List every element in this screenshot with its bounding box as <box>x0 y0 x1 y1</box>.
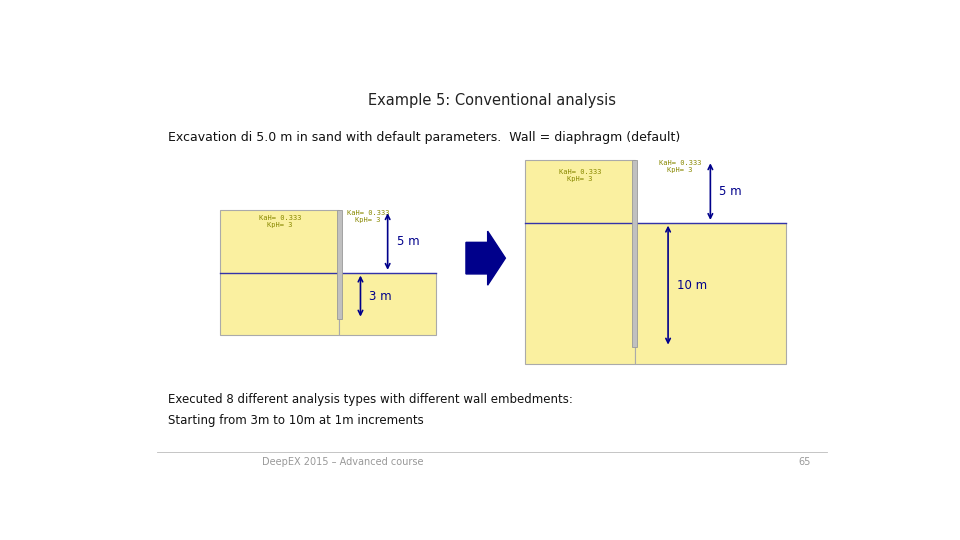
Bar <box>339 273 436 335</box>
Text: 5 m: 5 m <box>719 185 742 198</box>
Bar <box>633 160 637 347</box>
Text: KaH= 0.333
KpH= 3: KaH= 0.333 KpH= 3 <box>258 215 301 228</box>
Bar <box>635 223 786 364</box>
Text: Executed 8 different analysis types with different wall embedments:: Executed 8 different analysis types with… <box>168 393 573 406</box>
Text: Excavation di 5.0 m in sand with default parameters.  Wall = diaphragm (default): Excavation di 5.0 m in sand with default… <box>168 131 681 144</box>
Text: KaH= 0.333
KpH= 3: KaH= 0.333 KpH= 3 <box>559 168 601 181</box>
Text: Example 5: Conventional analysis: Example 5: Conventional analysis <box>368 93 616 107</box>
Bar <box>525 160 635 364</box>
Text: 5 m: 5 m <box>396 235 420 248</box>
Polygon shape <box>466 231 505 285</box>
Text: DeepEX 2015 – Advanced course: DeepEX 2015 – Advanced course <box>262 457 424 467</box>
Bar <box>337 211 342 320</box>
Text: KaH= 0.333
KpH= 3: KaH= 0.333 KpH= 3 <box>347 211 390 224</box>
Text: 10 m: 10 m <box>677 279 708 292</box>
Text: KaH= 0.333
KpH= 3: KaH= 0.333 KpH= 3 <box>659 160 702 173</box>
Text: 3 m: 3 m <box>370 289 392 302</box>
Text: 65: 65 <box>799 457 810 467</box>
Bar <box>221 211 339 335</box>
Text: Starting from 3m to 10m at 1m increments: Starting from 3m to 10m at 1m increments <box>168 414 424 427</box>
